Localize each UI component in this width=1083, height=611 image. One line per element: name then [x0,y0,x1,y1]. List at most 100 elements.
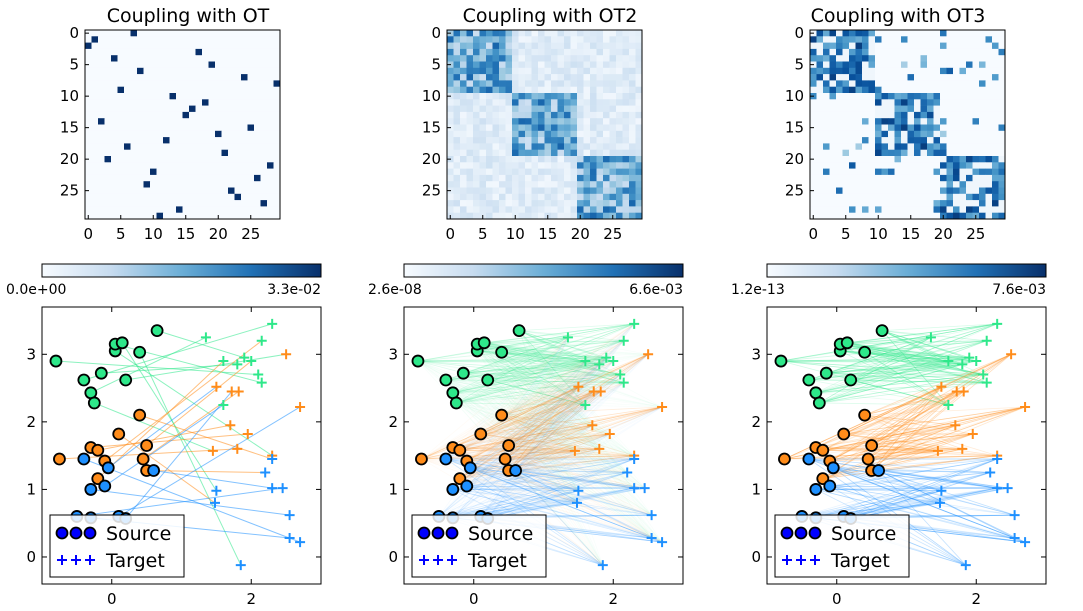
target-point [284,533,295,544]
heatmap-cell [111,130,118,138]
heatmap-cell [91,42,99,50]
heatmap-cell [940,30,947,37]
heatmap-cell [150,174,157,182]
source-point [49,354,63,368]
heatmap-cell [590,162,597,169]
heatmap-cell [842,187,850,195]
heatmap-cell [202,174,209,182]
heatmap-cell [855,111,863,119]
heatmap-cell [544,61,552,69]
heatmap-cell [91,67,99,75]
coupling-link [815,458,998,519]
heatmap-cell [946,206,954,213]
heatmap-cell [447,36,454,43]
heatmap-cell [881,193,889,201]
heatmap-cell [544,55,552,62]
heatmap-cell [124,149,131,157]
coupling-link [808,357,970,381]
heatmap-cell [836,200,843,207]
heatmap-cell [544,130,552,138]
heatmap-cell [182,118,190,125]
heatmap-cell [518,156,526,163]
heatmap-cell [616,86,623,94]
heatmap-cell [156,42,164,50]
coupling-link [480,391,601,435]
coupling-link [833,467,991,473]
heatmap-cell [254,181,261,188]
heatmap-cell [267,99,274,106]
heatmap-cell [979,174,986,182]
colorbar-max-label: 6.6e-03 [629,282,683,298]
heatmap-cell [862,187,869,195]
heatmap-cell [460,86,467,94]
heatmap-cell [505,168,513,176]
heatmap-cell [267,30,274,37]
heatmap-cell [176,149,183,157]
heatmap-cell [998,30,1006,37]
heatmap-cell [137,174,144,182]
coupling-link [501,406,663,416]
source-point [150,324,164,338]
heatmap-cell [998,86,1006,94]
heatmap-cell [979,124,986,132]
coupling-link [847,342,977,362]
heatmap-cell [538,61,545,69]
heatmap-cell [499,30,506,37]
heatmap-cell [215,93,222,100]
heatmap-cell [972,181,980,188]
heatmap-cell [273,80,281,87]
heatmap-cell [603,124,610,132]
heatmap-cell [124,206,131,213]
heatmap-cell [273,67,281,75]
heatmap-cell [583,36,591,43]
target-point [608,356,619,367]
source-point [844,373,858,387]
heatmap-cell [137,111,144,119]
legend-target-marker [433,555,443,565]
heatmap-cell [538,111,545,119]
heatmap-cell [453,30,461,37]
coupling-link [808,323,998,381]
heatmap-cell [953,86,960,94]
coupling-link [480,458,635,517]
heatmap-cell [557,200,565,207]
y-tick-label: 0 [69,24,79,42]
heatmap-cell [816,130,824,138]
heatmap-cell [156,168,164,176]
heatmap-cell [130,118,138,125]
coupling-link [477,343,586,406]
heatmap-cell [531,181,539,188]
coupling-link [452,489,579,492]
heatmap-cell [479,124,487,132]
heatmap-cell [137,181,144,188]
colorbar [41,263,322,278]
coupling-link [808,364,963,381]
heatmap-cell [881,212,889,220]
heatmap-cell [163,99,170,106]
heatmap-cell [143,162,151,169]
coupling-link [505,433,610,460]
heatmap-cell [512,206,519,213]
heatmap-cell [260,181,268,188]
coupling-link [871,353,1012,446]
coupling-link [808,458,998,489]
heatmap-cell [979,93,986,100]
coupling-link [801,487,1008,517]
heatmap-cell [875,193,882,201]
x-tick-label: 15 [901,225,920,243]
heatmap-cell [143,124,151,132]
source-point [147,464,161,477]
heatmap-cell [635,162,643,169]
heatmap-cell [855,36,863,43]
heatmap-cell [946,174,954,182]
heatmap-cell [85,118,92,125]
heatmap-cell [609,42,617,50]
heatmap-cell [267,193,274,201]
heatmap-cell [538,149,545,157]
heatmap-cell [466,181,474,188]
heatmap-cell [505,118,513,125]
heatmap-cell [816,212,824,220]
heatmap-cell [855,212,863,220]
heatmap-cell [635,149,643,157]
heatmap-cell [894,187,902,195]
